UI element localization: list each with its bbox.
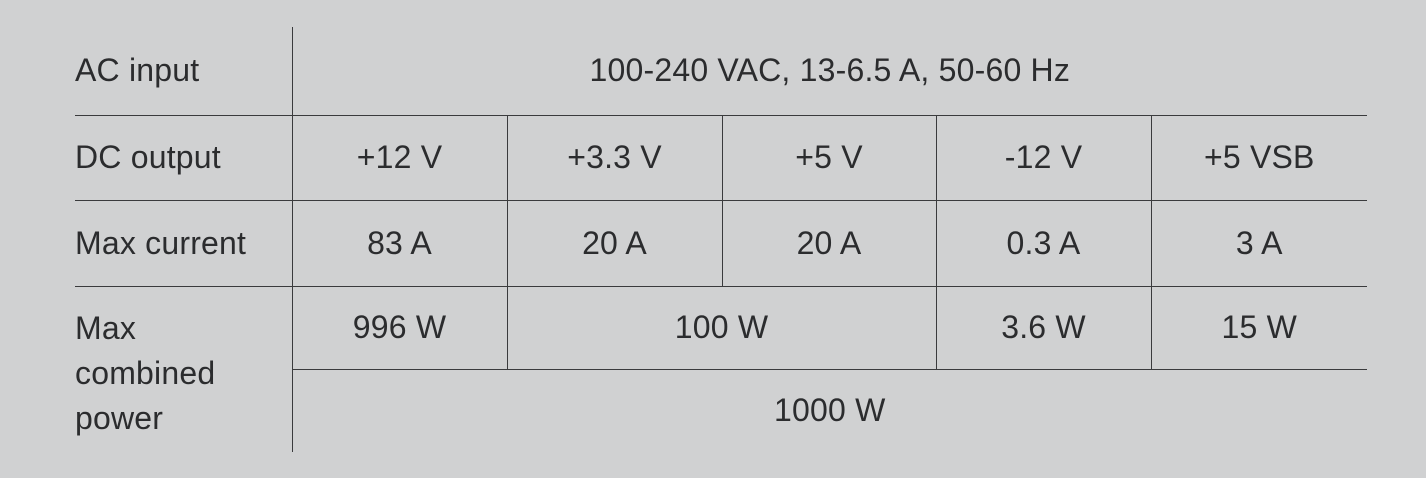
ac-input-value: 100-240 VAC, 13-6.5 A, 50-60 Hz — [292, 27, 1368, 116]
dc-output-rail-12v: +12 V — [291, 115, 507, 201]
dc-output-rail-5vsb: +5 VSB — [1150, 115, 1368, 201]
max-current-label: Max current — [75, 200, 293, 287]
dc-output-rail-5v: +5 V — [721, 115, 936, 201]
max-current-12v: 83 A — [291, 200, 507, 287]
max-combined-power-12v: 996 W — [292, 286, 507, 370]
ac-input-label: AC input — [75, 27, 293, 116]
table-row-max-combined-power: Max combined power 996 W 100 W 3.6 W 15 … — [75, 286, 1368, 452]
max-current-neg12v: 0.3 A — [935, 200, 1151, 287]
max-combined-power-label: Max combined power — [75, 286, 293, 452]
max-combined-power-5vsb: 15 W — [1150, 286, 1368, 370]
psu-spec-table: AC input 100-240 VAC, 13-6.5 A, 50-60 Hz… — [75, 27, 1368, 452]
table-row-max-current: Max current 83 A 20 A 20 A 0.3 A 3 A — [75, 200, 1368, 287]
table-row-dc-output: DC output +12 V +3.3 V +5 V -12 V +5 VSB — [75, 115, 1368, 201]
table-row-ac-input: AC input 100-240 VAC, 13-6.5 A, 50-60 Hz — [75, 27, 1368, 116]
dc-output-rail-neg12v: -12 V — [935, 115, 1151, 201]
dc-output-rail-3v3: +3.3 V — [506, 115, 722, 201]
max-current-3v3: 20 A — [506, 200, 722, 287]
dc-output-label: DC output — [75, 115, 293, 201]
max-combined-power-label-text: Max combined power — [75, 310, 216, 436]
max-current-5vsb: 3 A — [1150, 200, 1368, 287]
max-combined-power-3v3-5v: 100 W — [506, 286, 936, 370]
table-row-total-power: 1000 W — [75, 369, 1367, 452]
max-current-5v: 20 A — [721, 200, 936, 287]
total-power-value: 1000 W — [774, 392, 886, 429]
max-combined-power-neg12v: 3.6 W — [935, 286, 1151, 370]
